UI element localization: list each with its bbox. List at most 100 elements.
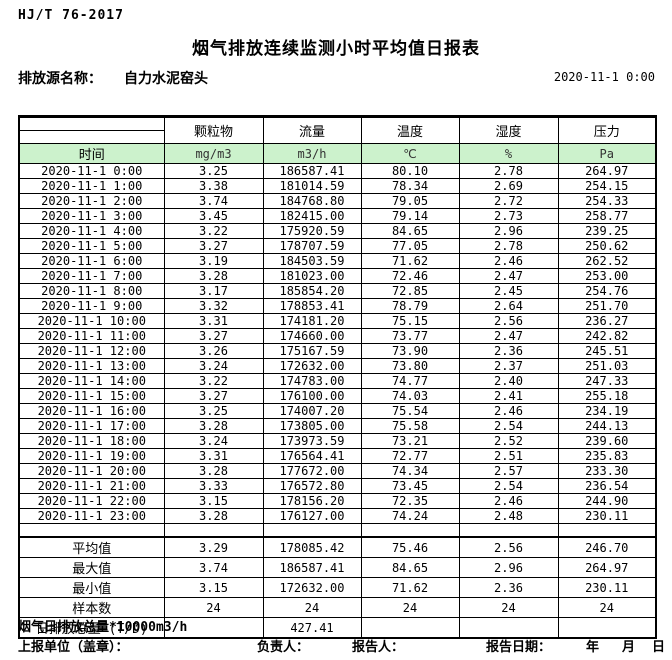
cell-value: 186587.41 [262, 163, 362, 179]
cell-value: 2.47 [458, 328, 559, 344]
summary-label: 最大值 [18, 557, 165, 578]
cell-value: 2.46 [458, 253, 559, 269]
table-row: 2020-11-1 19:00 3.31 176564.41 72.77 2.51 235… [18, 448, 657, 464]
cell-value: 2.46 [458, 403, 559, 419]
empty-corner-cell-top [18, 116, 165, 131]
cell-value: 3.25 [163, 163, 264, 179]
cell-value: 3.38 [163, 178, 264, 194]
cell-value: 3.45 [163, 208, 264, 224]
cell-value: 242.82 [557, 328, 657, 344]
cell-value: 178707.59 [262, 238, 362, 254]
cell-value: 246.70 [557, 536, 657, 558]
cell-value: 84.65 [360, 223, 460, 239]
table-row: 2020-11-1 10:00 3.31 174181.20 75.15 2.56 236… [18, 313, 657, 329]
unit-flow: m3/h [262, 143, 362, 164]
unit-pressure: Pa [557, 143, 657, 164]
cell-value: 2.96 [458, 223, 559, 239]
table-row: 2020-11-1 20:00 3.28 177672.00 74.34 2.57 233… [18, 463, 657, 479]
unit-row: 时间 mg/m3 m3/h ℃ % Pa [18, 143, 657, 164]
cell-value: 264.97 [557, 163, 657, 179]
cell-value: 3.25 [163, 403, 264, 419]
cell-value: 258.77 [557, 208, 657, 224]
cell-value: 255.18 [557, 388, 657, 404]
summary-body: 平均值 3.29 178085.42 75.46 2.56 246.70 最大值 3.74 18… [18, 536, 657, 639]
cell-time: 2020-11-1 23:00 [18, 508, 165, 524]
table-row: 2020-11-1 1:00 3.38 181014.59 78.34 2.69 254.… [18, 178, 657, 194]
cell-value: 75.54 [360, 403, 460, 419]
emission-source-name: 自力水泥窑头 [124, 71, 208, 87]
cell-value: 74.24 [360, 508, 460, 524]
summary-label: 日排放总量 (T/D) [18, 617, 165, 639]
cell-value: 75.58 [360, 418, 460, 434]
cell-value: 253.00 [557, 268, 657, 284]
table-row: 2020-11-1 21:00 3.33 176572.80 73.45 2.54 236… [18, 478, 657, 494]
cell-value: 3.24 [163, 358, 264, 374]
cell-time: 2020-11-1 13:00 [18, 358, 165, 374]
unit-humidity: % [458, 143, 559, 164]
col-header-flow: 流量 [262, 116, 362, 144]
cell-value: 2.56 [458, 536, 559, 558]
cell-time: 2020-11-1 4:00 [18, 223, 165, 239]
table-row: 2020-11-1 15:00 3.27 176100.00 74.03 2.41 255… [18, 388, 657, 404]
cell-value: 3.17 [163, 283, 264, 299]
table-row: 2020-11-1 16:00 3.25 174007.20 75.54 2.46 234… [18, 403, 657, 419]
cell-value: 184768.80 [262, 193, 362, 209]
cell-value: 2.56 [458, 313, 559, 329]
cell-time: 2020-11-1 11:00 [18, 328, 165, 344]
table-row: 2020-11-1 6:00 3.19 184503.59 71.62 2.46 262.… [18, 253, 657, 269]
cell-value: 74.77 [360, 373, 460, 389]
cell-value: 74.03 [360, 388, 460, 404]
cell-value: 79.14 [360, 208, 460, 224]
table-body: 2020-11-1 0:00 3.25 186587.41 80.10 2.78 264.… [18, 163, 657, 524]
cell-value: 262.52 [557, 253, 657, 269]
cell-value: 427.41 [262, 617, 362, 639]
cell-value: 72.35 [360, 493, 460, 509]
table-header: 颗粒物 流量 温度 湿度 压力 时间 mg/m3 m3/h ℃ % Pa [18, 116, 657, 164]
cell-value: 3.29 [163, 536, 264, 558]
cell-value: 75.46 [360, 536, 460, 558]
table-row: 2020-11-1 14:00 3.22 174783.00 74.77 2.40 247… [18, 373, 657, 389]
cell-time: 2020-11-1 15:00 [18, 388, 165, 404]
table-row: 2020-11-1 17:00 3.28 173805.00 75.58 2.54 244… [18, 418, 657, 434]
cell-value: 74.34 [360, 463, 460, 479]
cell-value: 182415.00 [262, 208, 362, 224]
cell-time: 2020-11-1 16:00 [18, 403, 165, 419]
cell-value: 247.33 [557, 373, 657, 389]
time-column-header: 时间 [18, 143, 165, 164]
cell-value: 172632.00 [262, 358, 362, 374]
table-row: 2020-11-1 2:00 3.74 184768.80 79.05 2.72 254.… [18, 193, 657, 209]
header-row-top: 颗粒物 流量 温度 湿度 压力 [18, 116, 657, 144]
cell-value [360, 617, 460, 639]
col-header-temp: 温度 [360, 116, 460, 144]
cell-value: 24 [262, 597, 362, 618]
year-label: 年 [586, 640, 600, 655]
cell-value: 181023.00 [262, 268, 362, 284]
cell-value: 2.54 [458, 478, 559, 494]
unit-temp: ℃ [360, 143, 460, 164]
cell-time: 2020-11-1 12:00 [18, 343, 165, 359]
cell-value: 2.96 [458, 557, 559, 578]
table-row: 2020-11-1 8:00 3.17 185854.20 72.85 2.45 254.… [18, 283, 657, 299]
summary-row: 最小值 3.15 172632.00 71.62 2.36 230.11 [18, 577, 657, 598]
cell-value: 3.27 [163, 328, 264, 344]
cell-value: 72.77 [360, 448, 460, 464]
cell-value: 2.37 [458, 358, 559, 374]
summary-row: 平均值 3.29 178085.42 75.46 2.56 246.70 [18, 536, 657, 558]
cell-value: 236.27 [557, 313, 657, 329]
cell-value: 3.28 [163, 268, 264, 284]
table-row: 2020-11-1 4:00 3.22 175920.59 84.65 2.96 239.… [18, 223, 657, 239]
emission-source-line: 排放源名称： 自力水泥窑头 [18, 68, 208, 88]
cell-time: 2020-11-1 7:00 [18, 268, 165, 284]
cell-value: 239.60 [557, 433, 657, 449]
cell-value: 3.22 [163, 223, 264, 239]
cell-value: 264.97 [557, 557, 657, 578]
table-row: 2020-11-1 22:00 3.15 178156.20 72.35 2.46 244… [18, 493, 657, 509]
summary-row: 最大值 3.74 186587.41 84.65 2.96 264.97 [18, 557, 657, 578]
cell-time: 2020-11-1 22:00 [18, 493, 165, 509]
page-title: 烟气排放连续监测小时平均值日报表 [192, 39, 480, 59]
cell-value: 79.05 [360, 193, 460, 209]
col-header-pressure: 压力 [557, 116, 657, 144]
cell-value: 3.28 [163, 463, 264, 479]
empty-corner-cell-bottom [18, 130, 165, 144]
cell-value: 173973.59 [262, 433, 362, 449]
